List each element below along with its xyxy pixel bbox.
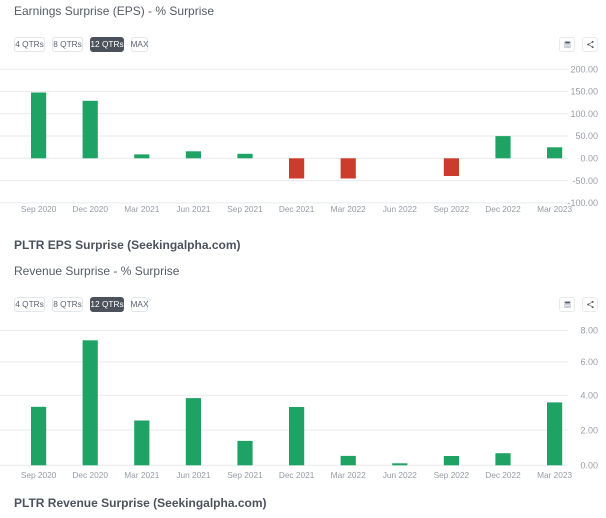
svg-text:Mar 2022: Mar 2022 <box>331 470 366 480</box>
svg-text:2.00: 2.00 <box>580 425 598 435</box>
svg-text:0.00: 0.00 <box>580 461 598 471</box>
svg-text:Dec 2022: Dec 2022 <box>485 470 521 480</box>
svg-text:Mar 2021: Mar 2021 <box>124 470 159 480</box>
svg-text:Sep 2020: Sep 2020 <box>21 470 57 480</box>
svg-text:4.00: 4.00 <box>580 390 598 400</box>
svg-text:Mar 2023: Mar 2023 <box>537 470 572 480</box>
svg-text:Jun 2021: Jun 2021 <box>176 470 211 480</box>
svg-text:6.00: 6.00 <box>580 357 598 367</box>
svg-text:Sep 2021: Sep 2021 <box>227 470 263 480</box>
svg-text:Jun 2022: Jun 2022 <box>383 470 418 480</box>
svg-text:8.00: 8.00 <box>580 326 598 336</box>
svg-text:Dec 2020: Dec 2020 <box>72 470 108 480</box>
svg-text:Sep 2022: Sep 2022 <box>434 470 470 480</box>
svg-text:Dec 2021: Dec 2021 <box>279 470 315 480</box>
